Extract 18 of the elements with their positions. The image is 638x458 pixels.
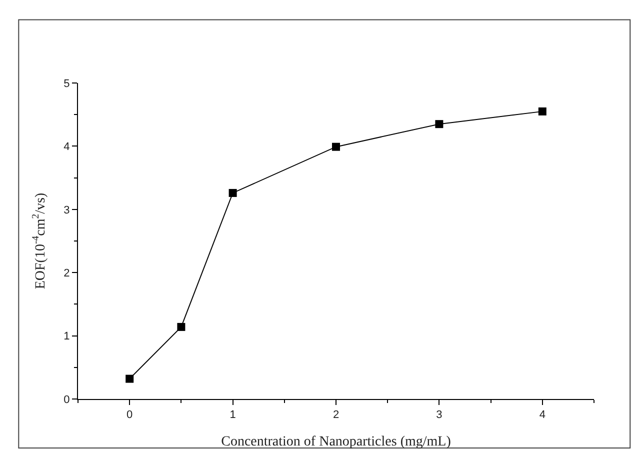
y-tick-label: 4 xyxy=(64,141,70,154)
y-tick-label: 1 xyxy=(64,330,70,343)
point xyxy=(177,322,186,331)
y-tick-label: 2 xyxy=(64,267,70,280)
x-tick-label: 1 xyxy=(230,409,236,422)
x-axis-title: Concentration of Nanoparticles (mg/mL) xyxy=(221,434,452,450)
x-tick-label: 2 xyxy=(332,409,340,422)
x-tick-label: 0 xyxy=(126,409,133,422)
point xyxy=(538,107,546,116)
y-tick-label: 3 xyxy=(64,204,70,216)
point xyxy=(435,120,444,128)
y-tick-label: 0 xyxy=(64,394,70,406)
x-tick-label: 4 xyxy=(539,409,546,422)
point xyxy=(228,188,237,197)
point xyxy=(332,142,340,151)
point xyxy=(126,374,134,383)
y-tick-label: 5 xyxy=(64,78,70,90)
x-tick-label: 3 xyxy=(436,409,442,422)
